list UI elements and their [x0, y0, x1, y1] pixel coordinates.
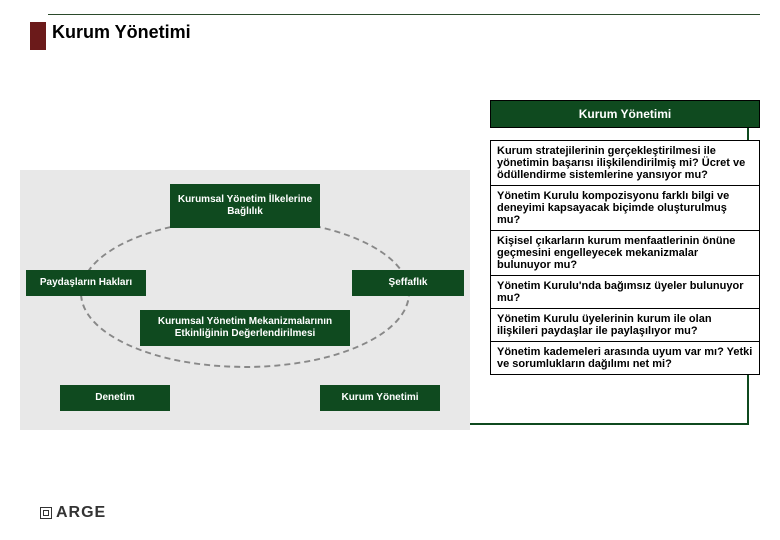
questions-panel: Kurum stratejilerinin gerçekleştirilmesi…: [490, 140, 760, 375]
diagram-panel: Kurumsal Yönetim İlkelerine Bağlılık Pay…: [20, 170, 470, 430]
node-right: Şeffaflık: [352, 270, 464, 296]
question-item: Yönetim Kurulu kompozisyonu farklı bilgi…: [491, 186, 759, 231]
footer-brand: ARGE: [40, 504, 106, 522]
node-middle: Kurumsal Yönetim Mekanizmalarının Etkinl…: [140, 310, 350, 346]
brand-text: ARGE: [56, 504, 106, 522]
page-title: Kurum Yönetimi: [52, 22, 191, 43]
node-top: Kurumsal Yönetim İlkelerine Bağlılık: [170, 184, 320, 228]
node-bottom-right: Kurum Yönetimi: [320, 385, 440, 411]
brand-logo-icon: [40, 507, 52, 519]
title-accent-bar: [30, 22, 46, 50]
question-item: Yönetim kademeleri arasında uyum var mı?…: [491, 342, 759, 374]
top-rule: [48, 14, 760, 15]
section-header: Kurum Yönetimi: [490, 100, 760, 128]
question-item: Yönetim Kurulu üyelerinin kurum ile olan…: [491, 309, 759, 342]
node-bottom-left: Denetim: [60, 385, 170, 411]
question-item: Kurum stratejilerinin gerçekleştirilmesi…: [491, 141, 759, 186]
content-area: Kurum Yönetimi Kurum stratejilerinin ger…: [20, 100, 760, 480]
question-item: Kişisel çıkarların kurum menfaatlerinin …: [491, 231, 759, 276]
question-item: Yönetim Kurulu'nda bağımsız üyeler bulun…: [491, 276, 759, 309]
node-left: Paydaşların Hakları: [26, 270, 146, 296]
